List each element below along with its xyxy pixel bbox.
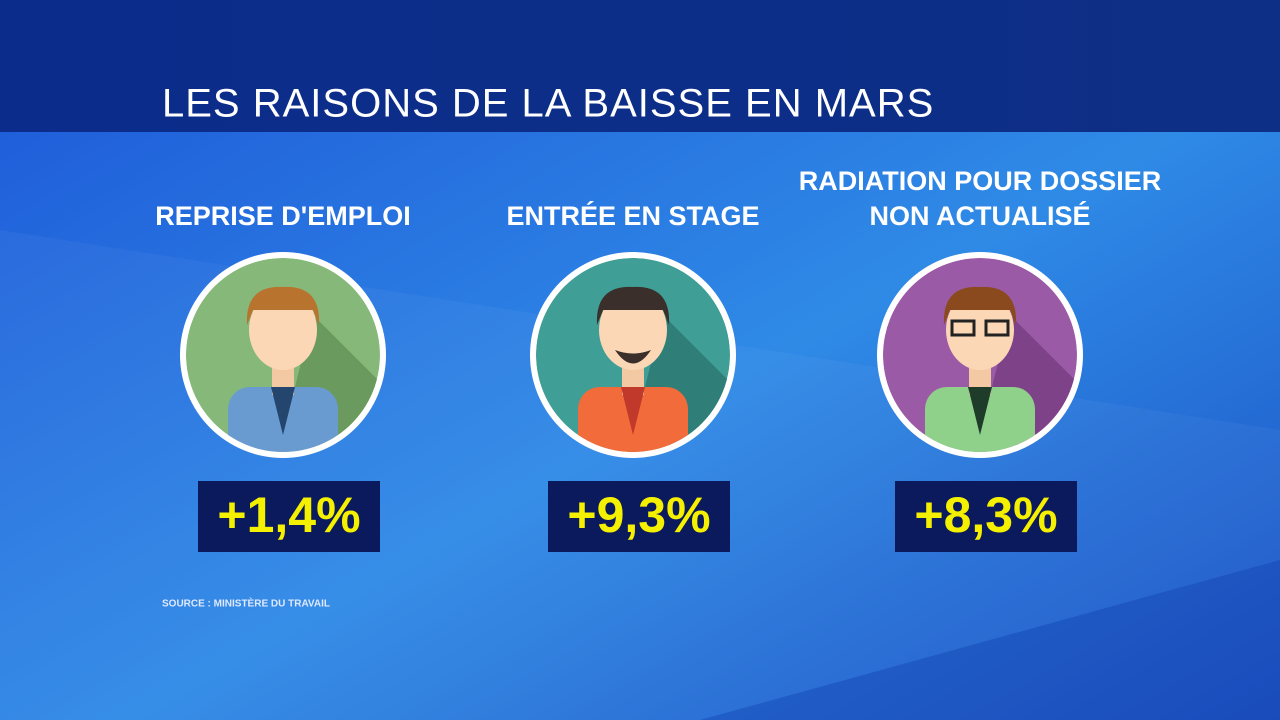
avatar-collar [271,387,295,435]
item-value: +9,3% [567,487,710,543]
source: SOURCE : MINISTÈRE DU TRAVAIL [162,597,330,610]
item-label: ENTRÉE EN STAGE [506,200,759,231]
avatar-collar [968,387,992,435]
item-value: +8,3% [914,487,1057,543]
title: LES RAISONS DE LA BAISSE EN MARS [162,82,934,126]
items: REPRISE D'EMPLOI +1,4% ENTRÉE EN STAGE +9,3… [155,166,1161,552]
avatar-collar [621,387,645,435]
title-band [0,0,1280,132]
item-label: REPRISE D'EMPLOI [155,201,410,231]
item-label: RADIATION POUR DOSSIER [799,166,1162,196]
avatar-glasses [950,319,976,337]
item-value: +1,4% [217,487,360,543]
avatar-beard [615,350,651,364]
value-box [895,481,1077,552]
avatar-hair [596,286,670,325]
avatar-glasses [984,319,1010,337]
value-box [548,481,730,552]
item-label: NON ACTUALISÉ [870,200,1091,231]
avatar-hair [246,286,320,325]
background-stripe [700,560,1280,720]
avatar-hair [943,286,1017,325]
value-box [198,481,380,552]
